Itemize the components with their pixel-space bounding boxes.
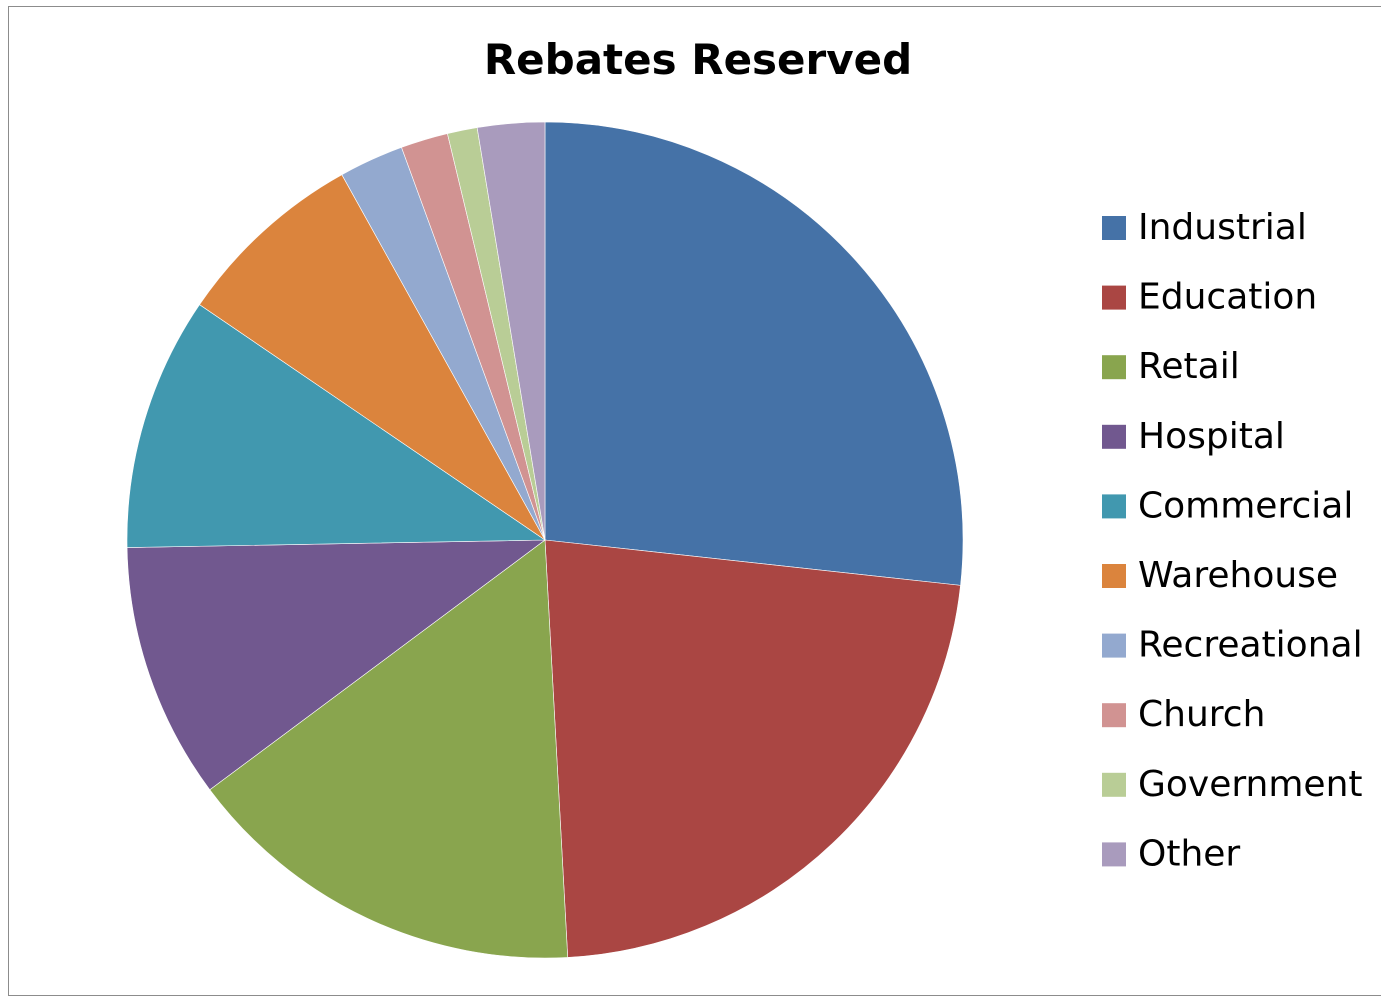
pie-slice-warehouse [199,174,546,541]
chart-title: Rebates Reserved [484,35,912,84]
legend-label-church: Church [1138,694,1265,735]
legend-swatch-recreational [1102,633,1126,658]
legend-label-education: Education [1138,277,1317,318]
legend-swatch-industrial [1102,216,1126,240]
legend-swatch-government [1102,772,1126,797]
pie-slice-education [544,539,961,958]
legend-swatch-hospital [1102,424,1126,449]
legend-label-recreational: Recreational [1138,625,1363,666]
legend-label-industrial: Industrial [1138,207,1307,248]
legend: Industrial Education Retail Hospital Commerc… [1102,207,1363,874]
legend-swatch-education [1102,285,1126,310]
pie-slice-industrial [544,121,964,586]
legend-swatch-commercial [1102,494,1126,519]
legend-swatch-retail [1102,355,1126,380]
legend-label-retail: Retail [1138,346,1240,387]
legend-swatch-church [1102,703,1126,728]
pie-slices [126,121,964,959]
pie-slice-retail [209,539,569,959]
pie-slice-hospital [126,539,546,791]
legend-label-warehouse: Warehouse [1138,555,1338,596]
legend-swatch-warehouse [1102,564,1126,588]
legend-label-commercial: Commercial [1138,485,1353,526]
legend-label-government: Government [1138,764,1363,805]
legend-label-hospital: Hospital [1138,416,1285,457]
legend-swatch-other [1102,842,1126,867]
legend-label-other: Other [1138,833,1240,874]
pie-slice-other [476,121,546,541]
pie-slice-commercial [126,304,546,548]
